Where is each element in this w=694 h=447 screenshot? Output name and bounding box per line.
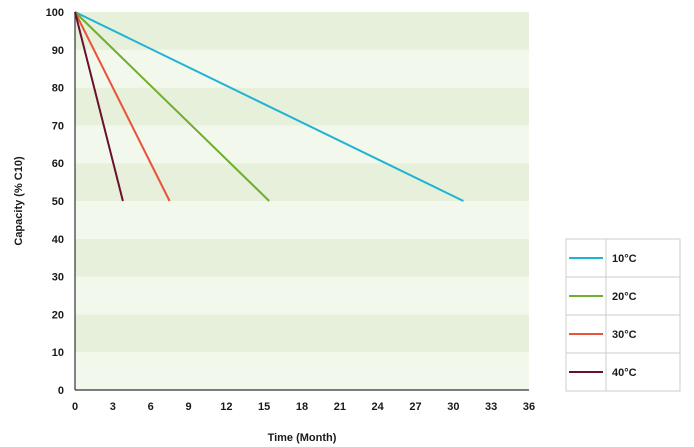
x-tick-label: 6 [148, 401, 154, 413]
grid-band [75, 201, 529, 239]
y-axis-title: Capacity (% C10) [13, 156, 25, 246]
x-tick-label: 9 [185, 401, 191, 413]
y-tick-label: 70 [52, 120, 64, 132]
grid-band [75, 87, 529, 126]
y-tick-label: 40 [52, 234, 64, 246]
x-tick-label: 15 [258, 401, 270, 413]
grid-band [75, 163, 529, 201]
grid-band [75, 276, 529, 315]
legend-label: 30°C [612, 329, 637, 341]
x-axis-title: Time (Month) [268, 432, 337, 444]
x-tick-label: 18 [296, 401, 308, 413]
legend-label: 20°C [612, 291, 637, 303]
series-line-3 [74, 11, 171, 202]
grid-band [75, 352, 529, 390]
grid-band [75, 125, 529, 164]
legend-label: 40°C [612, 367, 637, 379]
x-tick-label: 24 [372, 401, 385, 413]
y-tick-label: 30 [52, 272, 64, 284]
x-tick-label: 36 [523, 401, 535, 413]
y-tick-label: 10 [52, 347, 64, 359]
x-tick-label: 3 [110, 401, 116, 413]
y-tick-label: 50 [52, 196, 64, 208]
x-tick-label: 0 [72, 401, 78, 413]
grid-band [75, 238, 529, 277]
grid-band [75, 314, 529, 353]
y-tick-label: 60 [52, 158, 64, 170]
x-tick-label: 21 [334, 401, 346, 413]
grid-band [75, 49, 529, 88]
x-tick-labels: 0 3 6 9 12 15 18 21 24 27 30 33 36 [72, 401, 535, 413]
y-tick-label: 20 [52, 309, 64, 321]
series-line-1 [74, 11, 464, 202]
x-tick-label: 30 [447, 401, 459, 413]
x-tick-label: 27 [409, 401, 421, 413]
series-line-2 [74, 11, 270, 202]
legend-label: 10°C [612, 253, 637, 265]
y-tick-label: 100 [46, 7, 64, 19]
y-tick-labels: 0 10 20 30 40 50 60 70 80 90 100 [46, 7, 64, 397]
plot-background [75, 12, 529, 390]
y-tick-label: 80 [52, 83, 64, 95]
y-tick-label: 90 [52, 45, 64, 57]
x-tick-label: 33 [485, 401, 497, 413]
grid-band [75, 12, 529, 50]
legend: 10°C 20°C 30°C 40°C [565, 238, 681, 392]
y-tick-label: 0 [58, 385, 64, 397]
axes [74, 12, 529, 391]
series-lines [74, 11, 464, 202]
x-tick-label: 12 [220, 401, 232, 413]
series-line-4 [74, 11, 124, 202]
